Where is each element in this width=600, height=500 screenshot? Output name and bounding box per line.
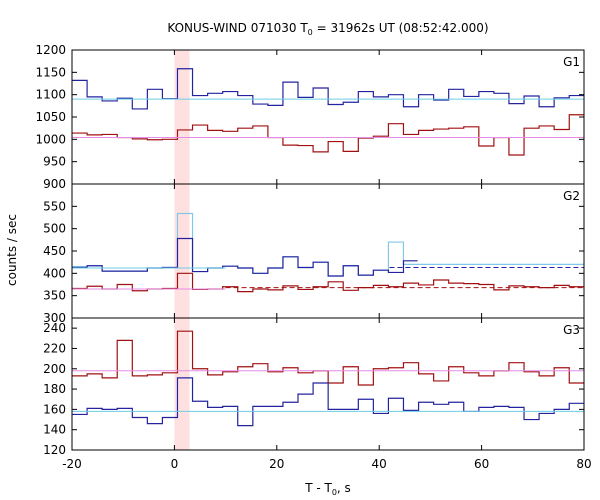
panel-g2-ytick-label: 450 [43, 244, 66, 258]
panel-g3-frame [71, 317, 585, 451]
panels-layer: 900 950 1000 1050 1100 1150 1200 G1 300 350 400 450… [35, 43, 585, 457]
panel-g2-series-blue-1-steps [72, 237, 418, 277]
x-tick-label: 0 [171, 457, 179, 471]
panel-g3-series-blue-1-steps [72, 377, 584, 427]
panel-g2-ytick-label: 350 [43, 289, 66, 303]
y-axis-label: counts / sec [5, 214, 19, 286]
panel-g3: 120 140 160 180 200 220 240 G3 [43, 317, 585, 457]
panel-g1-ytick-label: 1150 [35, 65, 66, 79]
panel-g1: 900 950 1000 1050 1100 1150 1200 G1 [35, 43, 585, 191]
x-axis-label-rest: , s [337, 481, 351, 495]
panel-g3-ytick-label: 200 [43, 362, 66, 376]
panel-g2-ytick-label: 550 [43, 199, 66, 213]
panel-g3-ytick-label: 180 [43, 382, 66, 396]
panel-g2: 300 350 400 450 500 550 G2 [43, 183, 585, 325]
panel-g3-ytick-label: 220 [43, 341, 66, 355]
burst-interval-highlight [174, 50, 190, 450]
panel-g2-ytick-label: 500 [43, 222, 66, 236]
x-tick-label: -20 [62, 457, 82, 471]
panel-g1-ytick-label: 1000 [35, 132, 66, 146]
panel-g1-ytick-label: 1100 [35, 88, 66, 102]
panel-g2-label: G2 [563, 189, 580, 203]
panel-g3-label: G3 [563, 323, 580, 337]
panel-g3-series-red-0-steps [72, 330, 584, 386]
chart-title: KONUS-WIND 071030 T0 = 31962s UT (08:52:… [167, 21, 488, 37]
panel-g1-frame [71, 49, 585, 185]
chart-title-rest: = 31962s UT (08:52:42.000) [313, 21, 489, 35]
x-tick-label: 40 [372, 457, 387, 471]
panel-g1-label: G1 [563, 55, 580, 69]
panel-g3-plot-area [72, 330, 584, 427]
panel-g1-ytick-label: 1200 [35, 43, 66, 57]
panel-g3-ytick-label: 160 [43, 402, 66, 416]
panel-g3-ytick-label: 240 [43, 321, 66, 335]
x-tick-label: 20 [269, 457, 284, 471]
x-ticks-layer: -20 0 20 40 60 80 [62, 457, 591, 471]
x-axis-label-main: T - T [304, 481, 332, 495]
panel-g1-ytick-label: 900 [43, 177, 66, 191]
panel-g1-ytick-label: 950 [43, 155, 66, 169]
panel-g3-ytick-label: 120 [43, 443, 66, 457]
x-axis-label-subscript: 0 [332, 488, 337, 497]
panel-g1-plot-area [72, 68, 584, 156]
chart-title-main: KONUS-WIND 071030 T [167, 21, 308, 35]
x-axis-label: T - T0, s [304, 481, 351, 497]
panel-g1-series-blue-0-steps [72, 68, 584, 110]
chart-title-subscript: 0 [308, 28, 313, 37]
highlight-layer [174, 50, 190, 450]
panel-g3-ytick-label: 140 [43, 423, 66, 437]
panel-g2-ytick-label: 400 [43, 266, 66, 280]
panel-g1-series-red-1-steps [72, 114, 584, 156]
panel-g2-plot-area [72, 212, 584, 293]
x-tick-label: 80 [576, 457, 591, 471]
panel-g2-ytick-label: 300 [43, 311, 66, 325]
x-tick-label: 60 [474, 457, 489, 471]
panel-g2-frame [71, 183, 585, 319]
panel-g1-ytick-label: 1050 [35, 110, 66, 124]
